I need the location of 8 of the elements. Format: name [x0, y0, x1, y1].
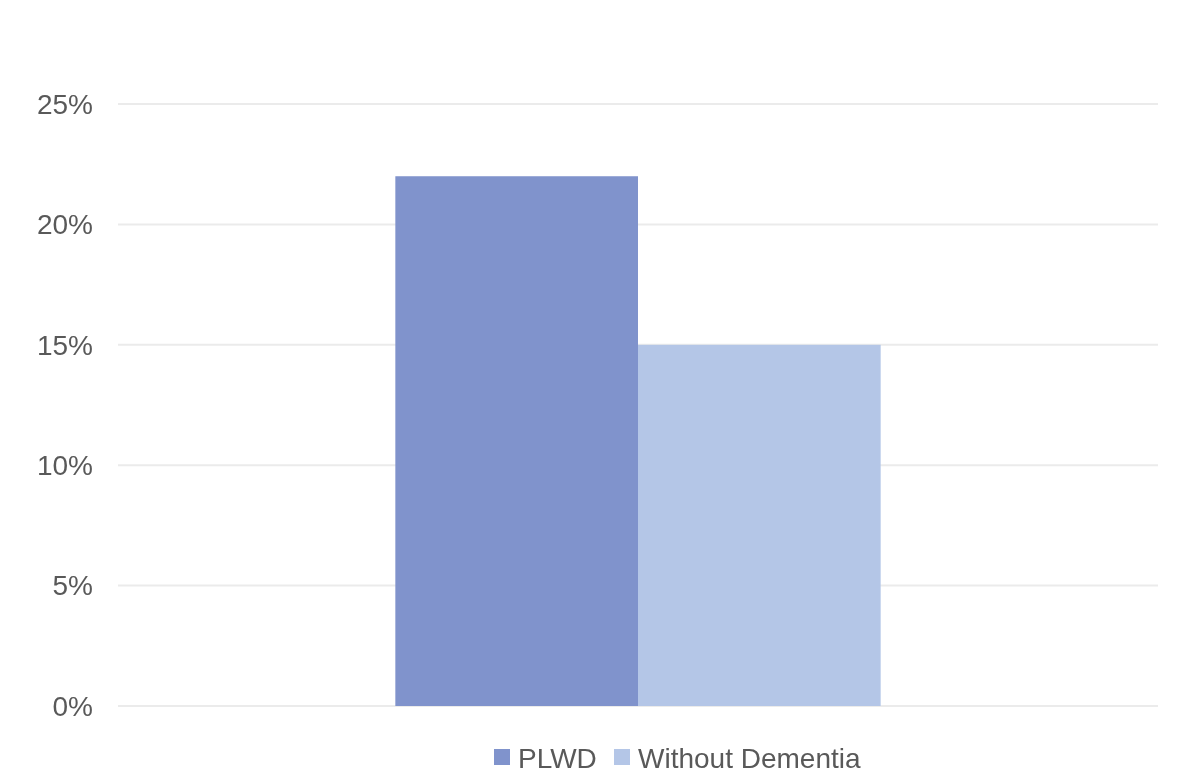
- y-tick-label: 20%: [36, 209, 93, 241]
- y-tick-label: 15%: [36, 329, 93, 361]
- y-tick-label: 0%: [52, 690, 93, 722]
- legend-label: Without Dementia: [638, 743, 861, 774]
- y-tick-label: 25%: [36, 88, 93, 120]
- y-tick-label: 10%: [36, 450, 93, 481]
- y-tick-label: 5%: [52, 570, 93, 602]
- legend-label: PLWD: [518, 743, 597, 774]
